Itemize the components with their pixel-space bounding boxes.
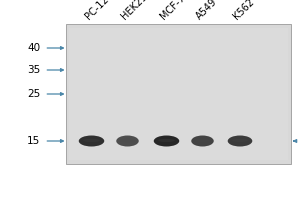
Ellipse shape: [79, 136, 104, 146]
Ellipse shape: [195, 139, 210, 142]
Ellipse shape: [83, 139, 100, 142]
Bar: [69, 28, 288, 160]
Text: 25: 25: [27, 89, 40, 99]
Ellipse shape: [232, 139, 248, 142]
Ellipse shape: [191, 136, 214, 146]
Text: 35: 35: [27, 65, 40, 75]
Text: 15: 15: [27, 136, 40, 146]
Ellipse shape: [116, 136, 139, 146]
Bar: [66, 24, 291, 164]
Text: HEK293: HEK293: [119, 0, 153, 21]
Text: A549: A549: [194, 0, 219, 21]
Ellipse shape: [120, 139, 135, 142]
Text: K562: K562: [231, 0, 256, 21]
Text: 40: 40: [27, 43, 40, 53]
Text: PC-12: PC-12: [83, 0, 110, 21]
Ellipse shape: [158, 139, 175, 142]
Text: MCF-7: MCF-7: [158, 0, 187, 21]
Ellipse shape: [228, 136, 252, 146]
Ellipse shape: [154, 136, 179, 146]
